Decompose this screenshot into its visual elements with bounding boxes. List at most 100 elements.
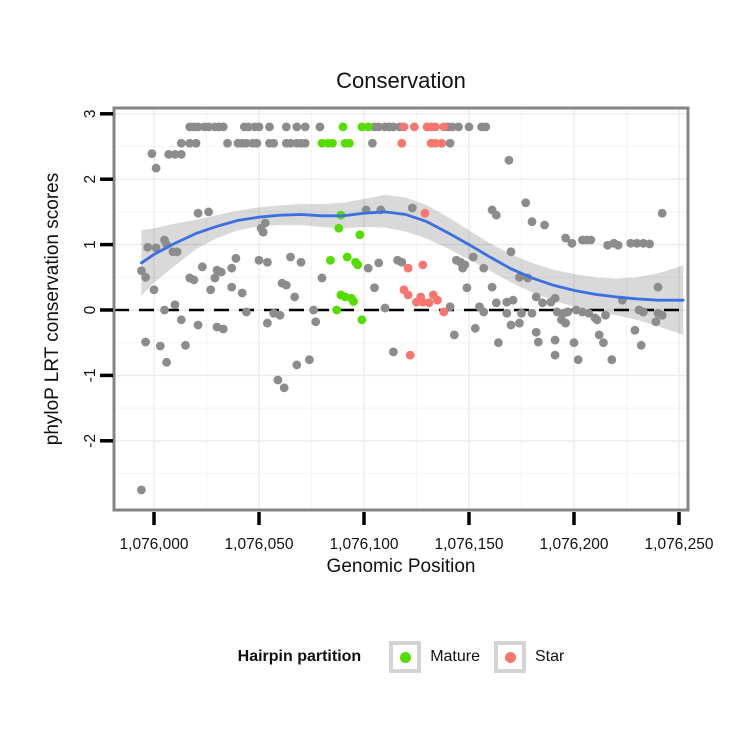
data-point-other — [176, 315, 186, 325]
data-point-other — [151, 163, 161, 173]
data-point-other — [550, 350, 560, 360]
data-point-star — [399, 122, 409, 132]
data-point-star — [437, 138, 447, 148]
data-point-mature — [342, 252, 352, 262]
data-point-star — [403, 290, 413, 300]
y-tick-label: -2 — [82, 434, 99, 448]
data-point-other — [193, 320, 203, 330]
data-point-other — [651, 317, 661, 327]
data-point-other — [563, 307, 573, 317]
data-point-other — [309, 305, 318, 315]
data-point-other — [638, 307, 648, 317]
y-tick-label: 0 — [82, 305, 99, 314]
data-point-other — [515, 272, 524, 282]
data-point-other — [481, 122, 491, 132]
data-point-other — [445, 138, 455, 148]
y-tick-label: 2 — [82, 175, 99, 184]
data-point-other — [653, 282, 663, 292]
data-point-other — [160, 305, 169, 315]
data-point-other — [632, 238, 642, 248]
data-point-other — [290, 292, 300, 302]
data-point-other — [286, 138, 295, 148]
data-point-mature — [357, 315, 367, 325]
data-point-other — [561, 318, 570, 328]
data-point-other — [172, 247, 182, 257]
x-tick-label: 1,076,050 — [225, 536, 294, 553]
data-point-other — [252, 138, 262, 148]
data-point-other — [279, 383, 289, 393]
data-point-other — [567, 238, 577, 248]
data-point-star — [439, 122, 449, 132]
legend-label-star: Star — [535, 648, 565, 665]
data-point-other — [491, 298, 501, 308]
data-point-star — [433, 295, 442, 305]
data-point-other — [263, 257, 272, 267]
data-point-star — [410, 122, 419, 132]
data-point-other — [445, 302, 455, 312]
data-point-other — [550, 293, 560, 303]
data-point-other — [204, 207, 214, 217]
panel-border — [112, 106, 690, 512]
data-point-mature — [317, 138, 327, 148]
data-point-mature — [332, 305, 342, 315]
data-point-other — [502, 308, 512, 318]
data-point-other — [143, 242, 153, 252]
plot-canvas: 1,076,000 1,076,050 1,076,100 1,076,150 1,07… — [82, 106, 714, 553]
data-point-other — [193, 208, 203, 218]
data-point-other — [607, 355, 617, 365]
data-point-other — [454, 122, 463, 132]
data-point-other — [265, 122, 274, 132]
data-point-other — [263, 318, 272, 328]
data-point-other — [613, 240, 623, 250]
data-point-other — [147, 149, 157, 159]
data-point-other — [227, 263, 237, 273]
data-point-other — [242, 307, 251, 317]
data-point-other — [170, 149, 180, 159]
data-point-other — [363, 263, 373, 273]
data-point-other — [468, 252, 478, 262]
data-point-other — [275, 310, 285, 320]
x-axis-title: Genomic Position — [326, 556, 476, 577]
data-point-other — [137, 266, 146, 276]
legend-label-mature: Mature — [430, 648, 480, 665]
data-point-other — [317, 273, 327, 283]
data-point-other — [584, 308, 594, 318]
data-point-other — [210, 273, 220, 283]
data-point-mature — [349, 297, 358, 306]
data-point-other — [137, 485, 146, 495]
data-point-other — [193, 122, 203, 132]
data-point-other — [223, 138, 232, 148]
data-point-other — [216, 267, 226, 277]
data-point-other — [515, 318, 524, 328]
data-point-other — [487, 282, 497, 292]
data-point-star — [424, 298, 434, 308]
x-tick-label: 1,076,000 — [120, 536, 189, 553]
data-point-other — [517, 308, 526, 318]
data-point-other — [599, 338, 608, 348]
data-point-other — [181, 340, 190, 350]
data-point-other — [218, 122, 228, 132]
data-point-other — [149, 285, 159, 295]
y-axis-title: phyloP LRT conservation scores — [42, 172, 63, 446]
data-point-other — [504, 155, 514, 165]
x-tick-label: 1,076,250 — [645, 536, 714, 553]
data-point-other — [645, 239, 654, 249]
data-point-other — [491, 210, 501, 220]
data-point-mature — [363, 122, 373, 132]
data-point-other — [470, 323, 480, 333]
data-point-other — [540, 220, 549, 230]
data-point-other — [449, 330, 459, 340]
data-point-other — [521, 198, 531, 208]
data-point-star — [397, 138, 407, 148]
data-point-other — [176, 149, 186, 159]
data-point-other — [286, 252, 295, 262]
legend-key-mature — [389, 641, 422, 673]
data-point-other — [531, 327, 541, 337]
data-point-other — [170, 300, 180, 310]
data-point-star — [405, 350, 415, 360]
data-point-other — [189, 275, 199, 285]
data-point-other — [561, 233, 570, 243]
data-point-other — [464, 122, 474, 132]
data-point-other — [527, 217, 537, 227]
